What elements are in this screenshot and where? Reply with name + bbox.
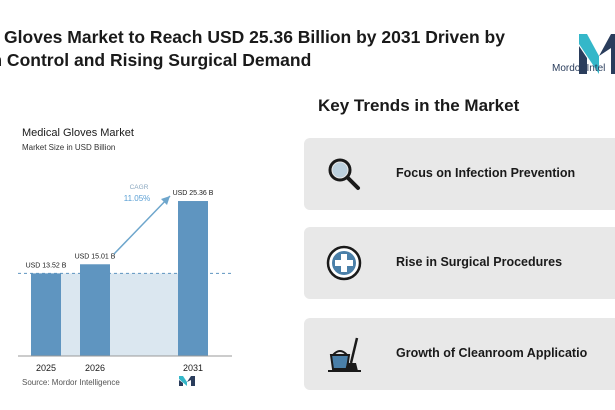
page-headline: ical Gloves Market to Reach USD 25.36 Bi… <box>0 26 550 72</box>
growth-shaded-area <box>61 273 178 356</box>
trend-label: Growth of Cleanroom Applicatio <box>396 346 588 360</box>
cleaning-bucket-icon <box>328 337 361 372</box>
bar-value-label: USD 15.01 B <box>75 253 116 260</box>
medical-cross-icon <box>326 245 362 281</box>
chart-source: Source: Mordor Intelligence <box>22 378 120 387</box>
trend-card-surgical-procedures: Rise in Surgical Procedures <box>304 227 615 299</box>
x-tick-label: 2025 <box>36 363 56 373</box>
trend-label: Focus on Infection Prevention <box>396 166 576 180</box>
bar-value-label: USD 25.36 B <box>173 190 214 197</box>
mordor-logo-icon <box>579 34 615 74</box>
trend-card-cleanroom: Growth of Cleanroom Applicatio <box>304 318 615 390</box>
trends-title: Key Trends in the Market <box>318 96 520 115</box>
headline-line-2: tion Control and Rising Surgical Demand <box>0 50 312 70</box>
cagr-label: CAGR <box>130 184 149 191</box>
bar-value-label: USD 13.52 B <box>26 262 67 269</box>
trend-card-infection-prevention: Focus on Infection Prevention <box>304 138 615 210</box>
chart-title: Medical Gloves Market <box>22 127 134 139</box>
logo-text: Mordor Intel <box>552 63 606 74</box>
x-tick-label: 2026 <box>85 363 105 373</box>
trend-label: Rise in Surgical Procedures <box>396 255 563 269</box>
mordor-small-logo-icon <box>179 376 195 386</box>
cagr-value: 11.05% <box>124 194 151 203</box>
x-tick-label: 2031 <box>183 363 203 373</box>
bar <box>178 201 208 356</box>
chart-subtitle: Market Size in USD Billion <box>22 143 116 152</box>
headline-line-1: ical Gloves Market to Reach USD 25.36 Bi… <box>0 27 505 47</box>
cagr-arrow-head <box>161 196 170 205</box>
bar <box>31 273 61 356</box>
bar <box>80 264 110 356</box>
magnifier-icon <box>328 158 360 190</box>
cagr-arrow-line <box>113 195 171 255</box>
bar-chart: USD 13.52 B 2025 USD 15.01 B 2026 USD 25.36 … <box>18 184 232 373</box>
